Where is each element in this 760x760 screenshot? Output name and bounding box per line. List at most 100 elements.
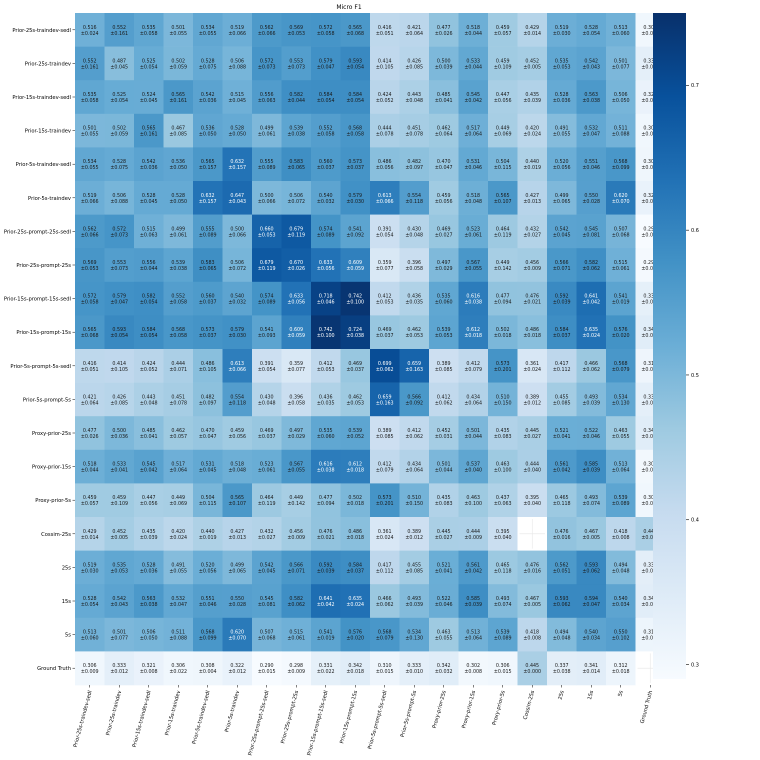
y-tick-label: Prior-5s-prompt-5s — [23, 397, 71, 403]
cell-mean-label: 0.412 — [437, 394, 451, 400]
cell-std-label: ±0.100 — [317, 333, 335, 339]
cell-mean-label: 0.499 — [230, 562, 244, 568]
heatmap-cell — [606, 550, 636, 585]
heatmap-cell — [606, 584, 636, 619]
heatmap-cell — [311, 80, 341, 115]
cell-std-label: ±0.047 — [110, 300, 128, 306]
cell-std-label: ±0.068 — [81, 333, 99, 339]
cell-std-label: ±0.027 — [523, 232, 541, 238]
heatmap-cell — [547, 651, 577, 686]
cell-mean-label: 0.699 — [378, 361, 392, 367]
cell-std-label: ±0.041 — [435, 568, 453, 574]
cell-mean-label: 0.679 — [260, 260, 274, 266]
heatmap-cell — [606, 13, 636, 47]
heatmap-cell — [399, 214, 430, 249]
cell-std-label: ±0.079 — [376, 468, 394, 474]
heatmap-cell — [163, 349, 194, 383]
cell-std-label: ±0.058 — [405, 266, 423, 272]
cell-std-label: ±0.064 — [464, 400, 482, 406]
cell-std-label: ±0.021 — [317, 535, 335, 541]
heatmap-cell — [488, 315, 518, 350]
cell-std-label: ±0.085 — [110, 400, 128, 406]
heatmap-cell — [75, 449, 105, 484]
cell-mean-label: 0.342 — [348, 663, 362, 669]
cell-mean-label: 0.518 — [466, 25, 480, 31]
cell-mean-label: 0.536 — [171, 159, 185, 165]
cell-std-label: ±0.014 — [523, 31, 541, 37]
heatmap-cell — [252, 248, 282, 283]
heatmap-cell — [458, 651, 489, 686]
cell-std-label: ±0.081 — [582, 232, 600, 238]
heatmap-cell — [222, 80, 253, 115]
heatmap-cell — [606, 349, 636, 383]
cell-mean-label: 0.525 — [142, 58, 156, 64]
heatmap-cell — [311, 315, 341, 350]
cell-std-label: ±0.042 — [582, 300, 600, 306]
cell-std-label: ±0.039 — [435, 64, 453, 70]
heatmap-cell — [163, 416, 194, 451]
cell-std-label: ±0.038 — [641, 568, 659, 574]
heatmap-cell — [104, 214, 135, 249]
cell-std-label: ±0.009 — [641, 266, 659, 272]
cell-mean-label: 0.563 — [142, 596, 156, 602]
heatmap-cell — [104, 517, 135, 551]
cell-std-label: ±0.081 — [258, 602, 276, 608]
cell-std-label: ±0.009 — [81, 669, 99, 675]
heatmap-cell — [606, 382, 636, 417]
cell-mean-label: 0.532 — [171, 596, 185, 602]
cell-std-label: ±0.089 — [317, 232, 335, 238]
cell-std-label: ±0.015 — [376, 669, 394, 675]
cell-std-label: ±0.041 — [110, 468, 128, 474]
cell-mean-label: 0.444 — [171, 361, 185, 367]
cell-mean-label: 0.435 — [496, 428, 510, 434]
heatmap-cell — [606, 147, 636, 182]
cell-std-label: ±0.045 — [553, 232, 571, 238]
cell-std-label: ±0.054 — [376, 232, 394, 238]
cell-std-label: ±0.119 — [494, 232, 512, 238]
heatmap-cell — [193, 349, 223, 383]
cell-mean-label: 0.560 — [201, 294, 215, 300]
cell-std-label: ±0.089 — [494, 636, 512, 642]
cell-mean-label: 0.585 — [466, 596, 480, 602]
cell-std-label: ±0.054 — [346, 64, 364, 70]
cell-mean-label: 0.542 — [112, 596, 126, 602]
cell-std-label: ±0.056 — [435, 199, 453, 205]
cell-std-label: ±0.045 — [140, 98, 158, 104]
cell-mean-label: 0.583 — [289, 159, 303, 165]
cell-std-label: ±0.119 — [287, 232, 305, 238]
cell-std-label: ±0.064 — [435, 132, 453, 138]
cell-mean-label: 0.592 — [555, 294, 569, 300]
cell-mean-label: 0.444 — [466, 529, 480, 535]
cell-std-label: ±0.026 — [435, 31, 453, 37]
cell-mean-label: 0.426 — [407, 58, 421, 64]
cell-mean-label: 0.574 — [319, 226, 333, 232]
cell-mean-label: 0.510 — [496, 394, 510, 400]
cell-mean-label: 0.592 — [319, 562, 333, 568]
cell-std-label: ±0.016 — [553, 535, 571, 541]
cell-mean-label: 0.659 — [378, 394, 392, 400]
cell-std-label: ±0.055 — [81, 132, 99, 138]
heatmap-cell — [458, 281, 489, 316]
cell-std-label: ±0.054 — [110, 333, 128, 339]
cell-std-label: ±0.097 — [199, 400, 217, 406]
cell-std-label: ±0.072 — [228, 266, 246, 272]
cell-std-label: ±0.032 — [317, 199, 335, 205]
cell-mean-label: 0.436 — [407, 294, 421, 300]
y-tick-label: Prior-25s-prompt-25s — [16, 263, 71, 269]
cell-mean-label: 0.462 — [171, 428, 185, 434]
cell-mean-label: 0.579 — [230, 327, 244, 333]
heatmap-cell — [606, 80, 636, 115]
heatmap-cell — [547, 517, 577, 551]
heatmap-cell — [606, 214, 636, 249]
cell-std-label: ±0.039 — [582, 468, 600, 474]
heatmap-cell — [429, 483, 459, 518]
heatmap-cell — [399, 584, 430, 619]
cell-std-label: ±0.118 — [494, 568, 512, 574]
cell-std-label: ±0.053 — [287, 31, 305, 37]
cell-mean-label: 0.635 — [584, 327, 598, 333]
cell-mean-label: 0.412 — [466, 361, 480, 367]
cell-std-label: ±0.099 — [199, 636, 217, 642]
cell-mean-label: 0.486 — [348, 529, 362, 535]
heatmap-cell — [576, 147, 607, 182]
